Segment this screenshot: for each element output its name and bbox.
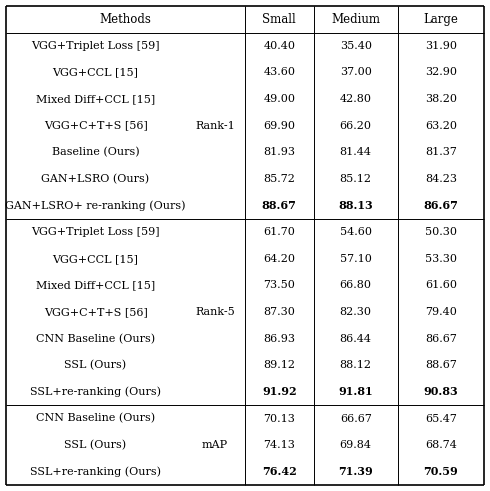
Text: 91.92: 91.92 <box>262 386 296 397</box>
Text: 86.93: 86.93 <box>263 334 295 344</box>
Text: Methods: Methods <box>99 13 151 26</box>
Text: 32.90: 32.90 <box>425 67 457 78</box>
Text: mAP: mAP <box>202 440 228 450</box>
Text: 50.30: 50.30 <box>425 227 457 237</box>
Text: 42.80: 42.80 <box>340 94 372 104</box>
Text: VGG+Triplet Loss [59]: VGG+Triplet Loss [59] <box>31 41 160 51</box>
Text: 89.12: 89.12 <box>263 360 295 370</box>
Text: 53.30: 53.30 <box>425 254 457 264</box>
Text: Baseline (Ours): Baseline (Ours) <box>52 147 139 158</box>
Text: Small: Small <box>262 13 296 26</box>
Text: 37.00: 37.00 <box>340 67 371 78</box>
Text: 71.39: 71.39 <box>338 466 373 477</box>
Text: 63.20: 63.20 <box>425 121 457 131</box>
Text: 84.23: 84.23 <box>425 174 457 184</box>
Text: 81.44: 81.44 <box>340 147 372 157</box>
Text: 88.12: 88.12 <box>340 360 372 370</box>
Text: 66.67: 66.67 <box>340 413 371 424</box>
Text: 87.30: 87.30 <box>263 307 295 317</box>
Text: GAN+LSRO+ re-ranking (Ours): GAN+LSRO+ re-ranking (Ours) <box>5 200 186 211</box>
Text: 86.44: 86.44 <box>340 334 372 344</box>
Text: 70.59: 70.59 <box>423 466 458 477</box>
Text: Medium: Medium <box>331 13 380 26</box>
Text: VGG+C+T+S [56]: VGG+C+T+S [56] <box>44 121 147 131</box>
Text: 76.42: 76.42 <box>262 466 296 477</box>
Text: 35.40: 35.40 <box>340 41 372 51</box>
Text: Rank-1: Rank-1 <box>195 121 235 131</box>
Text: 70.13: 70.13 <box>263 413 295 424</box>
Text: 86.67: 86.67 <box>425 334 457 344</box>
Text: VGG+C+T+S [56]: VGG+C+T+S [56] <box>44 307 147 317</box>
Text: SSL (Ours): SSL (Ours) <box>65 360 126 371</box>
Text: 85.12: 85.12 <box>340 174 372 184</box>
Text: 88.67: 88.67 <box>262 200 296 211</box>
Text: 66.20: 66.20 <box>340 121 372 131</box>
Text: 82.30: 82.30 <box>340 307 372 317</box>
Text: VGG+Triplet Loss [59]: VGG+Triplet Loss [59] <box>31 227 160 237</box>
Text: 54.60: 54.60 <box>340 227 372 237</box>
Text: 61.60: 61.60 <box>425 280 457 291</box>
Text: Mixed Diff+CCL [15]: Mixed Diff+CCL [15] <box>36 94 155 104</box>
Text: 49.00: 49.00 <box>263 94 295 104</box>
Text: 81.93: 81.93 <box>263 147 295 157</box>
Text: VGG+CCL [15]: VGG+CCL [15] <box>52 67 139 78</box>
Text: 64.20: 64.20 <box>263 254 295 264</box>
Text: 38.20: 38.20 <box>425 94 457 104</box>
Text: Large: Large <box>423 13 458 26</box>
Text: 43.60: 43.60 <box>263 67 295 78</box>
Text: 65.47: 65.47 <box>425 413 457 424</box>
Text: 74.13: 74.13 <box>263 440 295 450</box>
Text: 88.13: 88.13 <box>338 200 373 211</box>
Text: 79.40: 79.40 <box>425 307 457 317</box>
Text: 40.40: 40.40 <box>263 41 295 51</box>
Text: 85.72: 85.72 <box>263 174 295 184</box>
Text: 69.84: 69.84 <box>340 440 372 450</box>
Text: Mixed Diff+CCL [15]: Mixed Diff+CCL [15] <box>36 280 155 291</box>
Text: VGG+CCL [15]: VGG+CCL [15] <box>52 254 139 264</box>
Text: 61.70: 61.70 <box>263 227 295 237</box>
Text: 86.67: 86.67 <box>423 200 458 211</box>
Text: 31.90: 31.90 <box>425 41 457 51</box>
Text: 66.80: 66.80 <box>340 280 372 291</box>
Text: 69.90: 69.90 <box>263 121 295 131</box>
Text: SSL (Ours): SSL (Ours) <box>65 440 126 450</box>
Text: SSL+re-ranking (Ours): SSL+re-ranking (Ours) <box>30 466 161 477</box>
Text: 68.74: 68.74 <box>425 440 457 450</box>
Text: 73.50: 73.50 <box>263 280 295 291</box>
Text: 88.67: 88.67 <box>425 360 457 370</box>
Text: CNN Baseline (Ours): CNN Baseline (Ours) <box>36 413 155 424</box>
Text: 81.37: 81.37 <box>425 147 457 157</box>
Text: CNN Baseline (Ours): CNN Baseline (Ours) <box>36 333 155 344</box>
Text: 57.10: 57.10 <box>340 254 371 264</box>
Text: 90.83: 90.83 <box>423 386 458 397</box>
Text: Rank-5: Rank-5 <box>195 307 235 317</box>
Text: GAN+LSRO (Ours): GAN+LSRO (Ours) <box>42 174 149 184</box>
Text: 91.81: 91.81 <box>339 386 373 397</box>
Text: SSL+re-ranking (Ours): SSL+re-ranking (Ours) <box>30 386 161 397</box>
